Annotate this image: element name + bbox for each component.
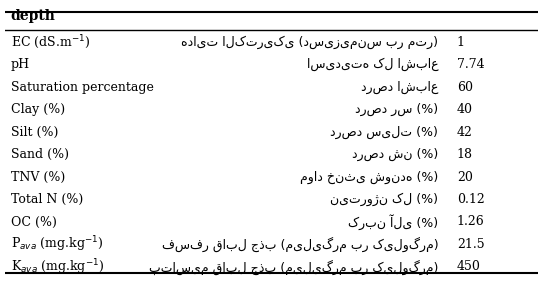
- Text: 450: 450: [457, 260, 481, 273]
- Text: پتاسیم قابل جذب (میلیگرم بر کیلوگرم): پتاسیم قابل جذب (میلیگرم بر کیلوگرم): [149, 259, 438, 275]
- Text: Sand (%): Sand (%): [11, 148, 69, 161]
- Text: درصد رس (%): درصد رس (%): [355, 103, 438, 116]
- Text: P$_{ava}$ (mg.kg$^{-1}$): P$_{ava}$ (mg.kg$^{-1}$): [11, 235, 103, 254]
- Text: 0.12: 0.12: [457, 193, 485, 206]
- Text: فسفر قابل جذب (میلیگرم بر کیلوگرم): فسفر قابل جذب (میلیگرم بر کیلوگرم): [162, 237, 438, 252]
- Text: EC (dS.m$^{-1}$): EC (dS.m$^{-1}$): [11, 33, 90, 51]
- Text: Silt (%): Silt (%): [11, 126, 58, 139]
- Text: 60: 60: [457, 81, 473, 94]
- Text: Total N (%): Total N (%): [11, 193, 83, 206]
- Text: K$_{ava}$ (mg.kg$^{-1}$): K$_{ava}$ (mg.kg$^{-1}$): [11, 257, 104, 277]
- Text: 40: 40: [457, 103, 473, 116]
- Text: TNV (%): TNV (%): [11, 171, 65, 183]
- Text: درصد سیلت (%): درصد سیلت (%): [330, 126, 438, 139]
- Text: مواد خنثی شونده (%): مواد خنثی شونده (%): [300, 171, 438, 183]
- Text: درصد شن (%): درصد شن (%): [352, 148, 438, 161]
- Text: pH: pH: [11, 58, 30, 71]
- Text: depth: depth: [11, 10, 55, 23]
- Text: Clay (%): Clay (%): [11, 103, 65, 116]
- Text: 7.74: 7.74: [457, 58, 484, 71]
- Text: 1.26: 1.26: [457, 216, 485, 228]
- Text: 42: 42: [457, 126, 473, 139]
- Text: OC (%): OC (%): [11, 216, 56, 228]
- Text: درصد اشباع: درصد اشباع: [361, 81, 438, 94]
- Text: نیتروژن کل (%): نیتروژن کل (%): [330, 193, 438, 206]
- Text: هدایت الکتریکی (دسی‌زیمنس بر متر): هدایت الکتریکی (دسی‌زیمنس بر متر): [181, 35, 438, 49]
- Text: 21.5: 21.5: [457, 238, 484, 251]
- Text: 20: 20: [457, 171, 473, 183]
- Text: Saturation percentage: Saturation percentage: [11, 81, 154, 94]
- Text: کربن آلی (%): کربن آلی (%): [348, 214, 438, 230]
- Text: اسیدیته کل اشباع: اسیدیته کل اشباع: [307, 58, 438, 71]
- Text: 1: 1: [457, 36, 465, 49]
- Text: 18: 18: [457, 148, 473, 161]
